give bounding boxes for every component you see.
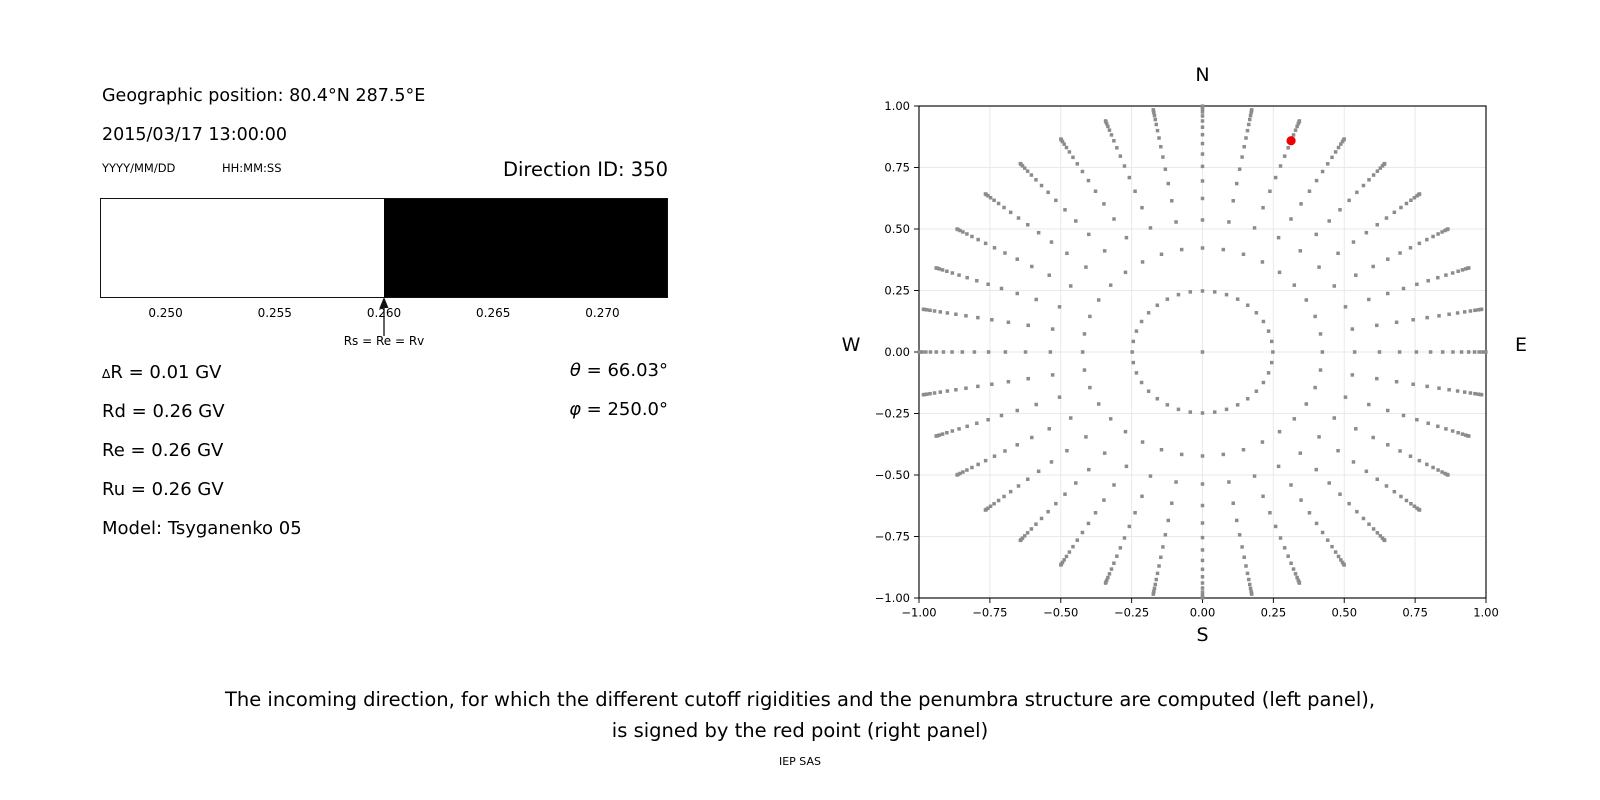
rd-value: Rd = 0.26 GV (102, 401, 225, 422)
y-tick-labels: −1.00 −0.75 −0.50 −0.25 0.00 0.25 0.50 0.75 1.00 (875, 99, 910, 605)
date-format-hint: YYYY/MM/DD (102, 161, 176, 175)
compass-west-label: W (842, 334, 861, 356)
svg-text:0.25: 0.25 (884, 284, 910, 298)
geographic-position-text: Geographic position: 80.4°N 287.5°E (102, 86, 426, 106)
svg-text:0.00: 0.00 (1190, 606, 1216, 620)
svg-text:−1.00: −1.00 (875, 591, 910, 605)
penumbra-strip-chart (100, 198, 668, 298)
svg-text:0.75: 0.75 (884, 161, 910, 175)
compass-north-label: N (1195, 64, 1209, 86)
up-arrow-icon (379, 297, 389, 336)
svg-text:−0.50: −0.50 (1043, 606, 1078, 620)
svg-text:−0.25: −0.25 (1114, 606, 1149, 620)
model-text: Model: Tsyganenko 05 (102, 518, 302, 539)
penumbra-tick-label: 0.270 (585, 306, 620, 320)
svg-text:0.00: 0.00 (884, 345, 910, 359)
phi-symbol: φ (569, 399, 581, 420)
credit-text: IEP SAS (778, 755, 822, 768)
svg-text:−0.75: −0.75 (875, 530, 910, 544)
compass-south-label: S (1196, 624, 1208, 646)
caption-line-1: The incoming direction, for which the di… (224, 688, 1376, 711)
penumbra-segment (101, 199, 384, 297)
compass-east-label: E (1515, 334, 1527, 356)
delta-r-text: R = 0.01 GV (110, 362, 222, 383)
svg-text:−0.75: −0.75 (972, 606, 1007, 620)
phi-text: = 250.0° (580, 399, 668, 420)
theta-text: = 66.03° (580, 360, 668, 381)
ru-value: Ru = 0.26 GV (102, 479, 224, 500)
caption-line-2: is signed by the red point (right panel) (611, 719, 989, 742)
direction-id-text: Direction ID: 350 (502, 158, 668, 181)
svg-text:0.25: 0.25 (1261, 606, 1287, 620)
svg-text:1.00: 1.00 (1473, 606, 1499, 620)
datetime-text: 2015/03/17 13:00:00 (102, 125, 288, 145)
time-format-hint: HH:MM:SS (222, 161, 282, 175)
svg-text:0.75: 0.75 (1402, 606, 1428, 620)
svg-text:0.50: 0.50 (1331, 606, 1357, 620)
penumbra-annotation-label: Rs = Re = Rv (343, 334, 425, 348)
svg-text:−1.00: −1.00 (901, 606, 936, 620)
selected-direction-point (1286, 136, 1296, 146)
penumbra-tick-label: 0.265 (476, 306, 511, 320)
delta-r-value: ∆R = 0.01 GV (102, 362, 221, 383)
phi-value: φ = 250.0° (569, 399, 668, 420)
delta-symbol: ∆ (102, 366, 111, 381)
svg-text:−0.50: −0.50 (875, 468, 910, 482)
penumbra-tick-label: 0.255 (257, 306, 292, 320)
theta-value: θ = 66.03° (570, 360, 668, 381)
direction-points (917, 104, 1488, 600)
svg-text:0.50: 0.50 (884, 222, 910, 236)
svg-text:1.00: 1.00 (884, 99, 910, 113)
svg-text:−0.25: −0.25 (875, 407, 910, 421)
x-tick-labels: −1.00 −0.75 −0.50 −0.25 0.00 0.25 0.50 0.75 1.00 (901, 606, 1498, 620)
penumbra-segment (383, 199, 667, 297)
penumbra-tick-label: 0.250 (148, 306, 183, 320)
theta-symbol: θ (569, 360, 581, 381)
axis-tick-marks (914, 105, 1487, 603)
re-value: Re = 0.26 GV (102, 440, 224, 461)
